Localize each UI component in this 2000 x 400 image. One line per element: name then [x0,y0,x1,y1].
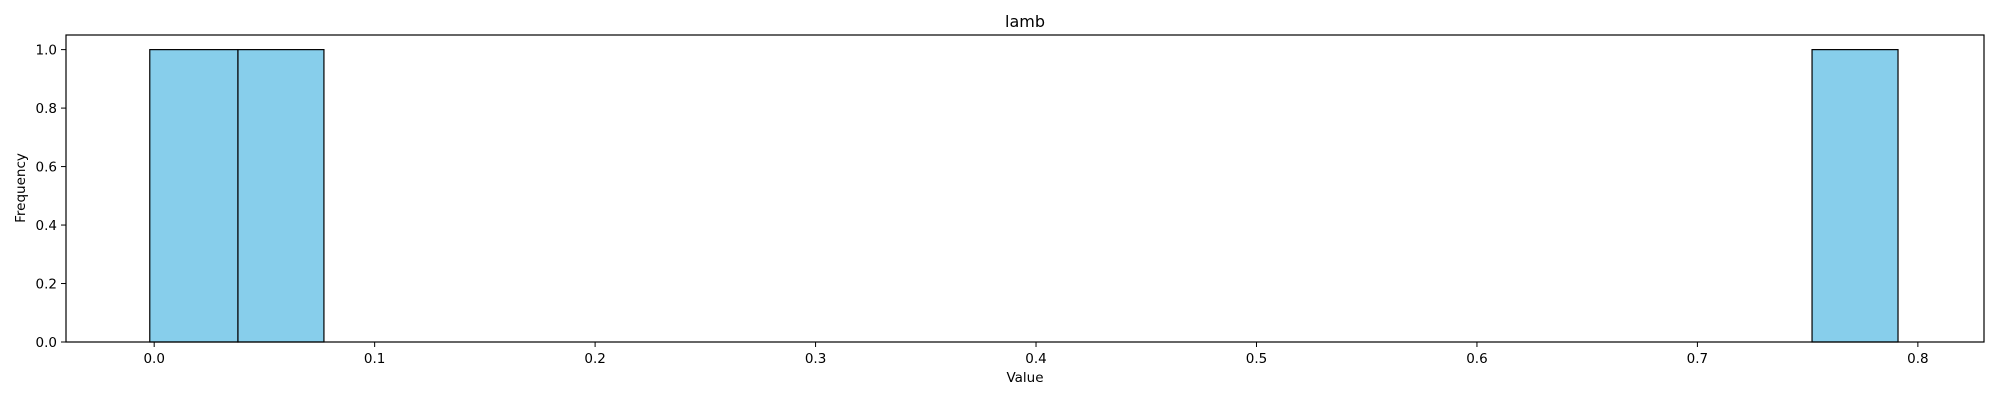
x-axis-label: Value [1006,370,1043,386]
y-tick-label: 0.2 [36,277,57,293]
x-tick-label: 0.4 [1025,351,1046,367]
chart-title: lamb [1005,12,1045,31]
x-tick-label: 0.5 [1246,351,1267,367]
histogram-bar-2 [237,49,325,343]
y-tick-label: 0.8 [36,101,57,117]
x-tick-label: 0.1 [364,351,385,367]
x-tick-label: 0.0 [143,351,164,367]
x-tick-label: 0.3 [805,351,826,367]
bars-group [149,49,1899,343]
histogram-bar-1 [149,49,239,343]
x-tick-label: 0.8 [1907,351,1928,367]
y-axis-label: Frequency [13,153,29,223]
y-tick-label: 0.6 [36,160,57,176]
y-axis-ticks: 0.0 0.2 0.4 0.6 0.8 1.0 [36,43,66,351]
x-tick-label: 0.6 [1466,351,1487,367]
x-axis-ticks: 0.0 0.1 0.2 0.3 0.4 0.5 0.6 0.7 0.8 [143,342,1929,367]
x-tick-label: 0.7 [1687,351,1708,367]
y-tick-label: 0.4 [36,218,57,234]
histogram-bar-3 [1811,49,1899,343]
plot-frame [65,34,1985,343]
y-tick-label: 1.0 [36,43,57,59]
y-tick-label: 0.0 [36,335,57,351]
x-tick-label: 0.2 [584,351,605,367]
